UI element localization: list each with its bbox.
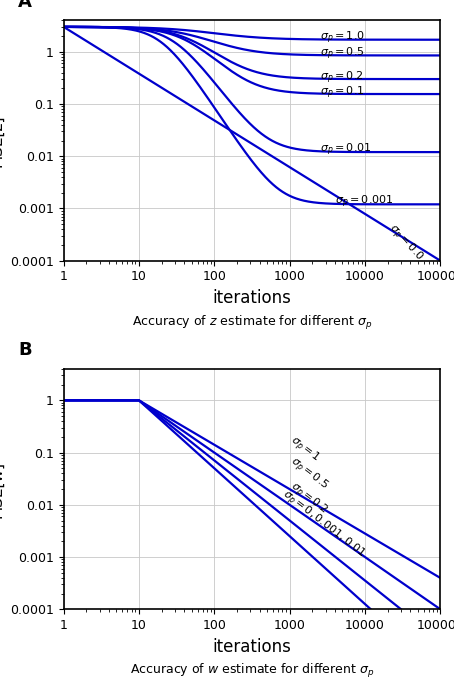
Text: $\sigma_p = 1.0$: $\sigma_p = 1.0$ [320, 30, 365, 47]
Text: Accuracy of $w$ estimate for different $\sigma_p$: Accuracy of $w$ estimate for different $… [130, 662, 374, 677]
Text: $\sigma_p = 0.5$: $\sigma_p = 0.5$ [320, 46, 364, 62]
X-axis label: iterations: iterations [212, 638, 291, 655]
Text: B: B [18, 341, 32, 359]
Text: Accuracy of $z$ estimate for different $\sigma_p$: Accuracy of $z$ estimate for different $… [132, 313, 372, 332]
Y-axis label: MSE[w]: MSE[w] [0, 460, 5, 518]
Text: $\sigma_p = 0.01$: $\sigma_p = 0.01$ [320, 141, 371, 158]
X-axis label: iterations: iterations [212, 289, 291, 307]
Text: $\sigma_p = 0.2$: $\sigma_p = 0.2$ [286, 479, 331, 519]
Text: A: A [18, 0, 32, 11]
Text: $\sigma_p = 1$: $\sigma_p = 1$ [286, 433, 323, 467]
Text: $\sigma_p = 0.1$: $\sigma_p = 0.1$ [320, 85, 364, 102]
Text: $\sigma_p = 0.0$: $\sigma_p = 0.0$ [384, 221, 426, 265]
Text: $\sigma_p = 0.5$: $\sigma_p = 0.5$ [286, 454, 331, 495]
Text: $\sigma_p = 0.2$: $\sigma_p = 0.2$ [320, 70, 364, 86]
Text: $\sigma_p = 0.001$: $\sigma_p = 0.001$ [335, 194, 394, 210]
Text: $\sigma_p = 0,0.001,0.01$: $\sigma_p = 0,0.001,0.01$ [278, 487, 368, 563]
Y-axis label: MSE[z]: MSE[z] [0, 114, 5, 167]
